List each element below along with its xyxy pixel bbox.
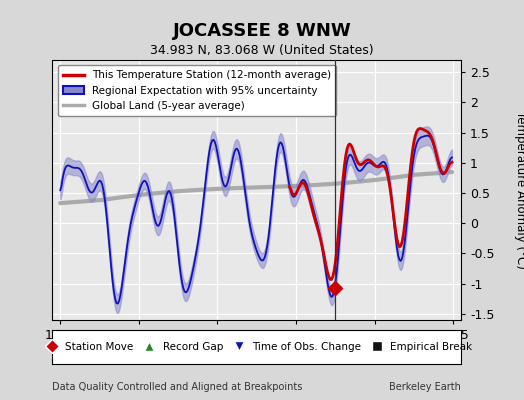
Y-axis label: Temperature Anomaly (°C): Temperature Anomaly (°C) xyxy=(514,111,524,269)
Text: JOCASSEE 8 WNW: JOCASSEE 8 WNW xyxy=(172,22,352,40)
Text: Berkeley Earth: Berkeley Earth xyxy=(389,382,461,392)
Text: Data Quality Controlled and Aligned at Breakpoints: Data Quality Controlled and Aligned at B… xyxy=(52,382,303,392)
Legend: Station Move, Record Gap, Time of Obs. Change, Empirical Break: Station Move, Record Gap, Time of Obs. C… xyxy=(37,338,476,356)
Legend: This Temperature Station (12-month average), Regional Expectation with 95% uncer: This Temperature Station (12-month avera… xyxy=(58,65,336,116)
Text: 34.983 N, 83.068 W (United States): 34.983 N, 83.068 W (United States) xyxy=(150,44,374,57)
